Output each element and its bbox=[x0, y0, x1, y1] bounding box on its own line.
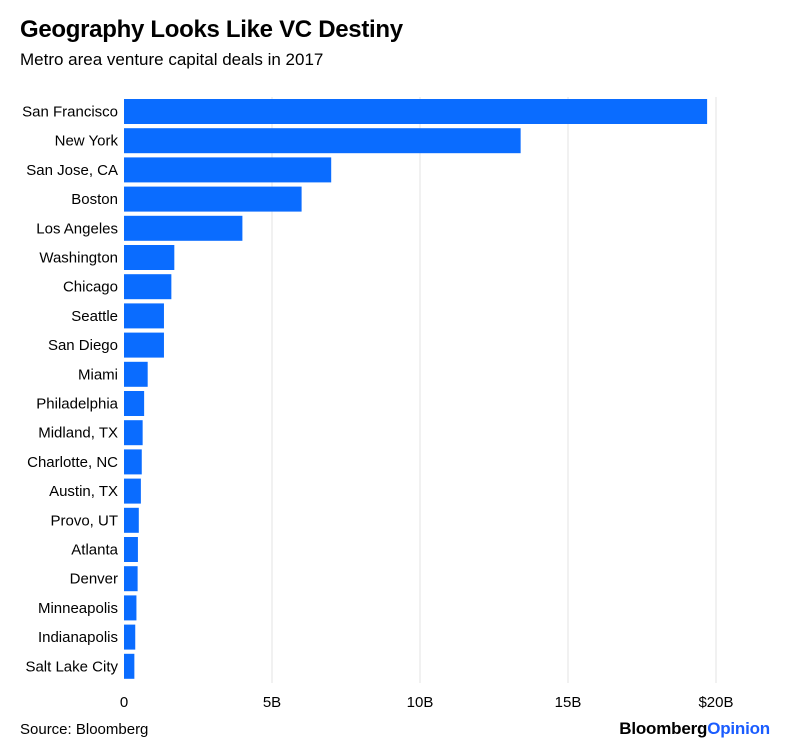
bar bbox=[124, 245, 175, 270]
category-label: San Francisco bbox=[22, 104, 118, 121]
chart-title: Geography Looks Like VC Destiny bbox=[20, 16, 403, 43]
source-note: Source: Bloomberg bbox=[20, 721, 149, 738]
category-label: Denver bbox=[70, 571, 118, 588]
bar bbox=[124, 507, 139, 533]
category-label: Austin, TX bbox=[49, 483, 118, 500]
bar bbox=[124, 99, 708, 124]
brand-logo-opinion: Opinion bbox=[707, 719, 770, 738]
bar bbox=[124, 624, 136, 650]
category-label: San Jose, CA bbox=[26, 162, 118, 179]
category-label: Midland, TX bbox=[38, 425, 118, 442]
category-label: Charlotte, NC bbox=[27, 454, 118, 471]
bar bbox=[124, 478, 141, 504]
bar bbox=[124, 361, 148, 387]
category-label: Los Angeles bbox=[36, 220, 118, 237]
category-label: Washington bbox=[39, 250, 118, 267]
x-tick-label: 15B bbox=[555, 694, 582, 710]
category-label: Atlanta bbox=[71, 542, 118, 559]
bar-chart: San Francisco New York San Jose, CA Boston L… bbox=[22, 97, 734, 710]
bar bbox=[124, 537, 138, 562]
x-tick-label: 10B bbox=[407, 694, 434, 710]
bar bbox=[124, 449, 142, 475]
bar bbox=[124, 420, 143, 446]
bar bbox=[124, 653, 135, 679]
category-label: Provo, UT bbox=[50, 512, 118, 529]
bar bbox=[124, 595, 137, 621]
x-tick-label: 0 bbox=[120, 694, 128, 710]
bar bbox=[124, 303, 164, 329]
bar bbox=[124, 186, 302, 212]
x-tick-label: 5B bbox=[263, 694, 281, 710]
category-label: Salt Lake City bbox=[25, 658, 118, 675]
category-label: Boston bbox=[71, 191, 118, 208]
chart-subtitle: Metro area venture capital deals in 2017 bbox=[20, 50, 324, 69]
bar bbox=[124, 128, 521, 154]
bar bbox=[124, 391, 145, 416]
bar bbox=[124, 332, 164, 358]
category-label: Chicago bbox=[63, 279, 118, 296]
brand-logo-bloomberg: Bloomberg bbox=[619, 719, 708, 738]
category-label: Indianapolis bbox=[38, 629, 118, 646]
category-label: Minneapolis bbox=[38, 600, 118, 617]
bar bbox=[124, 215, 243, 241]
x-tick-label: $20B bbox=[698, 694, 733, 710]
bar bbox=[124, 157, 332, 183]
bar bbox=[124, 566, 138, 592]
bar bbox=[124, 274, 172, 300]
category-label: Miami bbox=[78, 366, 118, 383]
category-label: Philadelphia bbox=[36, 396, 118, 413]
brand-logo: BloombergOpinion bbox=[619, 719, 770, 739]
category-label: New York bbox=[55, 133, 119, 150]
category-label: Seattle bbox=[71, 308, 118, 325]
category-label: San Diego bbox=[48, 337, 118, 354]
